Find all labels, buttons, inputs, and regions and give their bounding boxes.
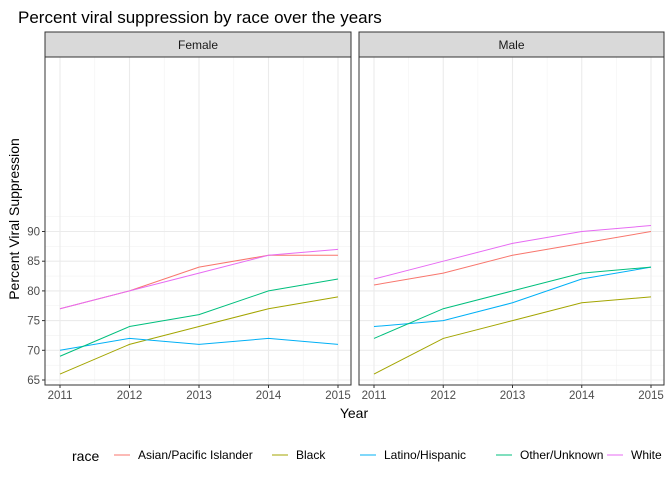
legend-label-black: Black <box>296 448 326 462</box>
x-tick-label: 2015 <box>325 390 351 402</box>
x-axis-title: Year <box>340 405 369 421</box>
y-tick-label: 80 <box>27 286 40 298</box>
series-line-other-unknown <box>59 278 339 357</box>
x-tick-label: 2011 <box>48 390 73 402</box>
series-line-asian-pacific-islander <box>373 231 652 286</box>
panel-background <box>45 57 351 385</box>
facet-strip <box>44 31 352 58</box>
panel-border <box>44 56 352 386</box>
x-tick-label: 2012 <box>117 390 143 402</box>
legend-label-asian-pacific-islander: Asian/Pacific Islander <box>138 448 253 462</box>
y-tick-label: 75 <box>27 316 40 328</box>
panel-background <box>359 57 664 385</box>
chart-title: Percent viral suppression by race over t… <box>18 8 382 27</box>
facet-label: Male <box>498 38 524 52</box>
x-tick-label: 2014 <box>569 390 595 402</box>
facet-label: Female <box>178 38 218 52</box>
legend-title: race <box>72 448 99 464</box>
series-line-black <box>373 296 652 375</box>
x-tick-label: 2013 <box>186 390 212 402</box>
legend-label-latino-hispanic: Latino/Hispanic <box>384 448 466 462</box>
series-line-latino-hispanic <box>373 266 652 328</box>
series-line-white <box>59 248 339 310</box>
y-tick-label: 65 <box>27 375 40 387</box>
x-tick-label: 2011 <box>362 390 387 402</box>
y-tick-label: 85 <box>27 256 40 268</box>
legend-label-white: White <box>631 448 662 462</box>
series-line-other-unknown <box>373 266 652 339</box>
series-line-black <box>59 296 339 375</box>
x-tick-label: 2013 <box>500 390 526 402</box>
y-tick-label: 70 <box>27 345 40 357</box>
panel-border <box>358 56 665 386</box>
legend-label-other-unknown: Other/Unknown <box>520 448 603 462</box>
series-line-latino-hispanic <box>59 337 339 351</box>
x-tick-label: 2012 <box>430 390 456 402</box>
x-tick-label: 2014 <box>256 390 282 402</box>
series-line-white <box>373 225 652 280</box>
y-tick-label: 90 <box>27 227 40 239</box>
y-axis-title: Percent Viral Suppression <box>6 138 22 300</box>
x-tick-label: 2015 <box>638 390 664 402</box>
